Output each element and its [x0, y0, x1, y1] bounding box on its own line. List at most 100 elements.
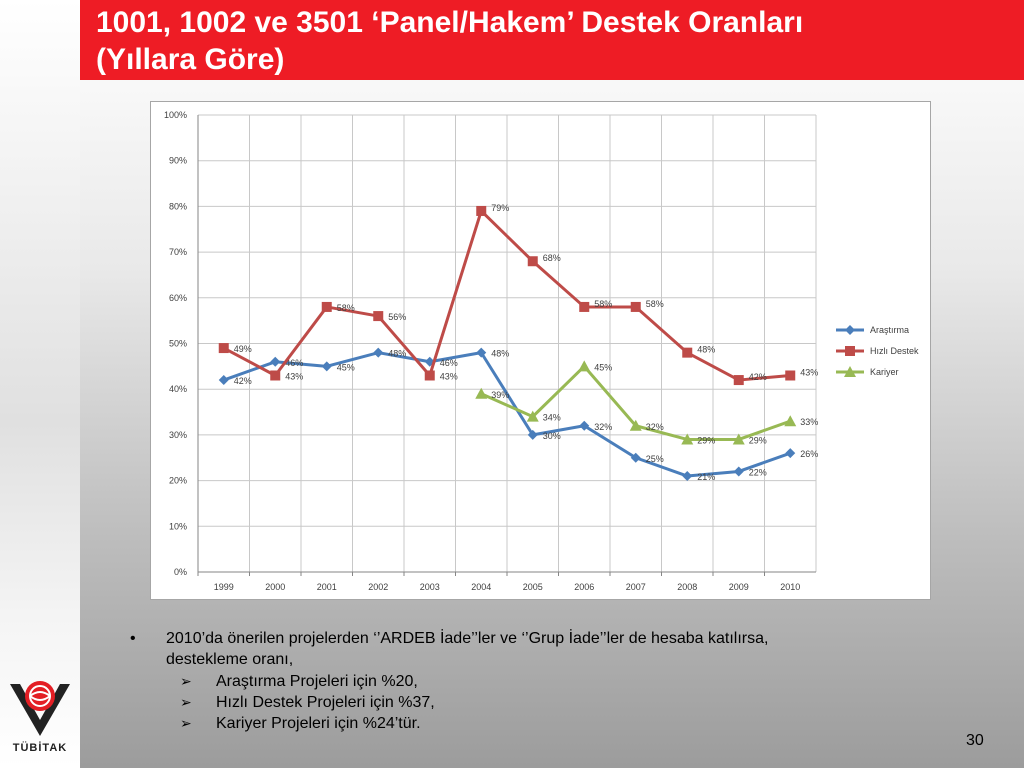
x-tick-label: 2002 — [368, 582, 388, 592]
data-point — [527, 256, 538, 267]
logo-wordmark: TÜBİTAK — [12, 742, 68, 754]
data-label: 48% — [388, 349, 406, 359]
x-tick-label: 2001 — [317, 582, 337, 592]
data-point — [733, 375, 744, 386]
data-point — [784, 415, 797, 427]
tubitak-emblem-icon — [10, 681, 70, 736]
sub-bullet-text: Kariyer Projeleri için %24’tür. — [216, 715, 421, 732]
data-label: 25% — [646, 454, 664, 464]
data-point — [373, 347, 384, 358]
data-label: 58% — [646, 299, 664, 309]
data-point — [681, 433, 694, 445]
series-line — [223, 209, 791, 382]
sub-bullet-text: Hızlı Destek Projeleri için %37, — [216, 694, 435, 711]
sub-bullet-text: Araştırma Projeleri için %20, — [216, 673, 418, 690]
x-tick-label: 2009 — [729, 582, 749, 592]
title-bar — [80, 0, 1024, 80]
data-point — [476, 347, 487, 358]
sub-bullet-list: ➢ Araştırma Projeleri için %20, ➢ Hızlı … — [130, 671, 990, 734]
bullet-list: • 2010’da önerilen projelerden ‘’ARDEB İ… — [130, 628, 990, 734]
data-label: 32% — [646, 422, 664, 432]
data-point — [270, 356, 281, 367]
data-point — [785, 448, 796, 459]
legend-marker — [844, 366, 856, 377]
data-label: 34% — [543, 413, 561, 423]
data-label: 56% — [388, 312, 406, 322]
bullet-dot-icon: • — [130, 630, 136, 647]
sub-bullet-item: ➢ Hızlı Destek Projeleri için %37, — [130, 692, 990, 713]
series-line — [223, 351, 791, 478]
data-label: 43% — [285, 371, 303, 381]
data-label: 46% — [285, 358, 303, 368]
data-point — [270, 370, 281, 381]
x-tick-label: 2008 — [677, 582, 697, 592]
y-tick-label: 10% — [169, 521, 187, 531]
data-point — [630, 301, 641, 312]
data-label: 33% — [800, 417, 818, 427]
arrow-bullet-icon: ➢ — [180, 694, 192, 710]
data-point — [424, 370, 435, 381]
x-tick-label: 1999 — [214, 582, 234, 592]
bullet-item: • 2010’da önerilen projelerden ‘’ARDEB İ… — [130, 628, 990, 670]
chart-container: 0% 10% 20% 30% 40% 50% 60% 70% 80% 90% 100% 1999 200… — [150, 101, 931, 600]
data-point — [321, 301, 332, 312]
data-point — [629, 419, 642, 431]
data-point — [733, 466, 744, 477]
y-tick-label: 90% — [169, 156, 187, 166]
data-label: 58% — [594, 299, 612, 309]
bullet-text-line-1: 2010’da önerilen projelerden ‘’ARDEB İad… — [166, 630, 769, 647]
x-tick-label: 2005 — [523, 582, 543, 592]
data-point — [218, 375, 229, 386]
data-label: 43% — [800, 367, 818, 377]
y-tick-label: 20% — [169, 476, 187, 486]
data-label: 49% — [234, 344, 252, 354]
legend-marker — [845, 346, 855, 356]
x-tick-label: 2010 — [780, 582, 800, 592]
left-panel — [0, 0, 80, 768]
arrow-bullet-icon: ➢ — [180, 715, 192, 731]
y-tick-label: 60% — [169, 293, 187, 303]
data-label: 48% — [697, 345, 715, 355]
slide-title-line-2: (Yıllara Göre) — [96, 43, 285, 76]
data-point — [373, 311, 384, 322]
data-point — [527, 429, 538, 440]
data-point — [785, 370, 796, 381]
tubitak-logo: TÜBİTAK — [8, 676, 72, 761]
bullet-text-line-2: destekleme oranı, — [166, 651, 294, 668]
y-tick-label: 30% — [169, 430, 187, 440]
y-tick-label: 40% — [169, 384, 187, 394]
data-point — [682, 471, 693, 482]
data-label: 42% — [234, 376, 252, 386]
x-tick-label: 2006 — [574, 582, 594, 592]
data-point — [321, 361, 332, 372]
data-label: 29% — [749, 435, 767, 445]
slide-title: 1001, 1002 ve 3501 ‘Panel/Hakem’ Destek … — [96, 4, 1006, 78]
y-tick-label: 100% — [164, 110, 187, 120]
data-label: 79% — [491, 203, 509, 213]
data-label: 48% — [491, 349, 509, 359]
sub-bullet-item: ➢ Kariyer Projeleri için %24’tür. — [130, 713, 990, 734]
data-label: 58% — [337, 303, 355, 313]
data-label: 39% — [491, 390, 509, 400]
page-number: 30 — [966, 732, 984, 749]
data-label: 21% — [697, 472, 715, 482]
data-point — [218, 343, 229, 354]
legend-label: Araştırma — [870, 325, 909, 335]
data-label: 68% — [543, 253, 561, 263]
data-point — [630, 452, 641, 463]
data-point — [579, 301, 590, 312]
data-point — [526, 410, 539, 422]
x-tick-label: 2003 — [420, 582, 440, 592]
line-chart: 0% 10% 20% 30% 40% 50% 60% 70% 80% 90% 100% 1999 200… — [164, 110, 919, 592]
y-tick-label: 80% — [169, 201, 187, 211]
slide-title-line-1: 1001, 1002 ve 3501 ‘Panel/Hakem’ Destek … — [96, 6, 804, 39]
y-tick-label: 0% — [174, 567, 187, 577]
data-label: 43% — [440, 371, 458, 381]
x-tick-label: 2000 — [265, 582, 285, 592]
x-tick-label: 2004 — [471, 582, 491, 592]
data-label: 42% — [749, 372, 767, 382]
data-label: 46% — [440, 358, 458, 368]
data-label: 26% — [800, 449, 818, 459]
data-label: 45% — [337, 362, 355, 372]
